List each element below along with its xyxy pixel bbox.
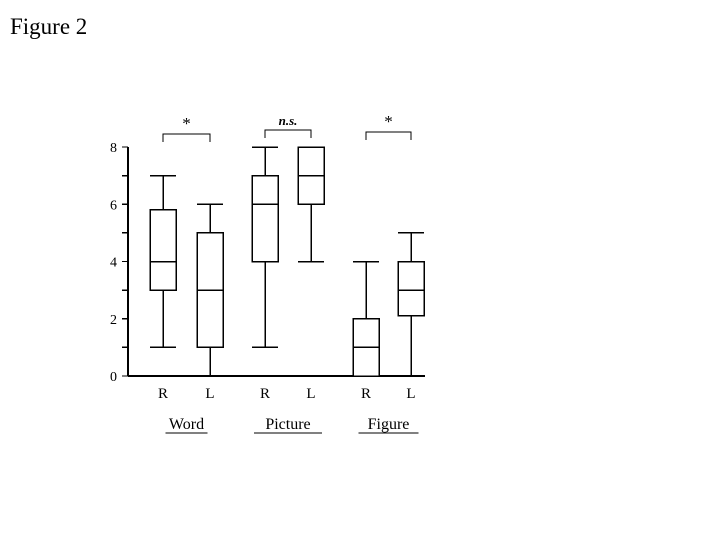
category-label-figure-l: L bbox=[406, 386, 415, 402]
significance-label-figure: * bbox=[384, 112, 393, 131]
category-label-figure-r: R bbox=[361, 386, 371, 402]
box-plot-figure-l bbox=[397, 232, 425, 377]
y-axis-tick-label: 8 bbox=[110, 141, 117, 156]
group-label-figure: Figure bbox=[368, 416, 410, 433]
box-iqr bbox=[149, 209, 177, 291]
axes: 0 2 4 6 8 bbox=[110, 141, 425, 385]
group-label-picture: Picture bbox=[265, 416, 310, 433]
significance-bracket-word: * bbox=[162, 114, 211, 142]
significance-bracket-figure: * bbox=[365, 112, 412, 140]
y-axis-tick-label: 6 bbox=[110, 198, 117, 213]
bracket-path bbox=[264, 129, 312, 138]
y-axis-tick-label: 0 bbox=[110, 370, 117, 385]
y-axis-tick-label: 2 bbox=[110, 313, 117, 328]
category-label-word-l: L bbox=[205, 386, 214, 402]
group-labels: Word Picture Figure bbox=[165, 416, 419, 434]
box-plots bbox=[149, 146, 425, 377]
significance-bracket-picture: n.s. bbox=[264, 113, 312, 138]
group-label-word: Word bbox=[169, 416, 204, 433]
page-title: Figure 2 bbox=[10, 14, 88, 39]
significance-annotations: * n.s. * bbox=[162, 112, 412, 142]
category-label-picture-r: R bbox=[260, 386, 270, 402]
box-plot-word-l bbox=[196, 203, 224, 377]
category-label-word-r: R bbox=[158, 386, 168, 402]
bracket-path bbox=[365, 131, 412, 140]
box-plot-figure-r bbox=[352, 260, 380, 377]
box-iqr bbox=[251, 174, 279, 263]
significance-label-picture: n.s. bbox=[279, 113, 298, 128]
y-axis-tick-labels: 0 2 4 6 8 bbox=[110, 141, 117, 385]
y-axis-tick-label: 4 bbox=[110, 256, 117, 271]
significance-label-word: * bbox=[182, 114, 191, 133]
y-axis-ticks bbox=[122, 146, 128, 377]
box-iqr bbox=[397, 260, 425, 317]
category-label-picture-l: L bbox=[306, 386, 315, 402]
bracket-path bbox=[162, 133, 211, 142]
box-plot-word-r bbox=[149, 174, 177, 349]
box-plot-picture-r bbox=[251, 146, 279, 349]
box-plot-picture-l bbox=[297, 146, 325, 263]
